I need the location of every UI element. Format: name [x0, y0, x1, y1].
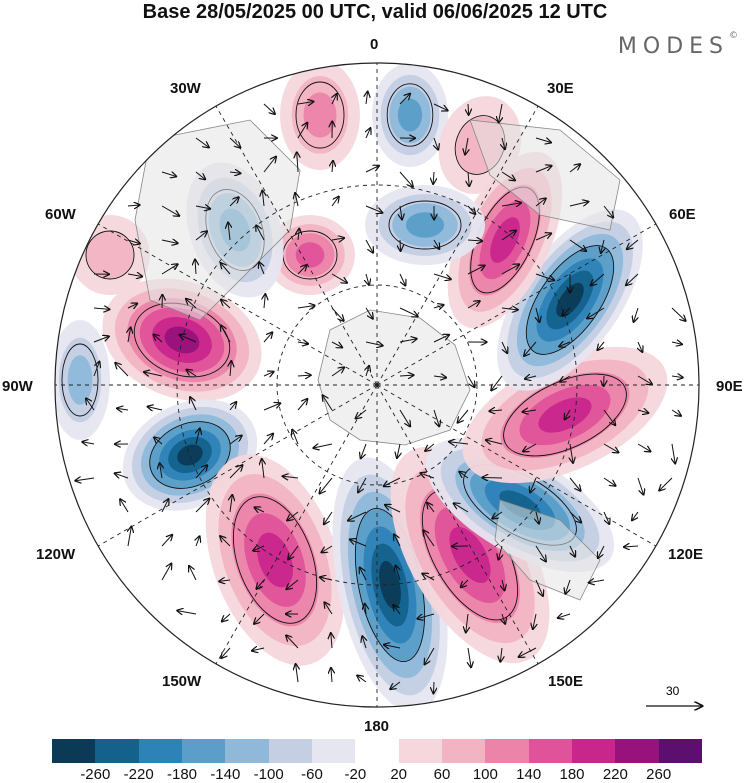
modes-logo: MODES©	[617, 31, 738, 59]
copyright-mark: ©	[729, 31, 738, 41]
lon-label-150w: 150W	[162, 673, 202, 690]
reference-vector: 30	[646, 684, 706, 714]
colorbar-tick-label: 180	[559, 766, 585, 783]
colorbar-tick-label: -60	[301, 766, 323, 783]
colorbar-swatch	[658, 739, 702, 763]
colorbar-swatch	[311, 739, 356, 763]
colorbar-tick-label: 20	[390, 766, 407, 783]
lon-label-180: 180	[364, 718, 390, 735]
colorbar-swatch	[181, 739, 226, 763]
brand-text: MODES	[617, 34, 729, 59]
colorbar-tick-label: 260	[646, 766, 672, 783]
colorbar-swatch	[138, 739, 182, 763]
colorbar-swatch	[615, 739, 659, 763]
colorbar-swatch	[528, 739, 572, 763]
lon-label-30w: 30W	[170, 80, 201, 97]
colorbar-tick-label: -20	[344, 766, 367, 783]
lon-label-60e: 60E	[669, 206, 696, 223]
colorbar-tick-label: -180	[166, 766, 198, 783]
lon-label-60w: 60W	[45, 206, 76, 223]
colorbar-swatch	[52, 739, 96, 763]
colorbar-tick-label: 100	[472, 766, 498, 783]
colorbar-swatch	[95, 739, 139, 763]
lon-label-120w: 120W	[36, 546, 76, 563]
wind-vectors	[75, 92, 685, 694]
map-title: Base 28/05/2025 00 UTC, valid 06/06/2025…	[142, 1, 608, 23]
colorbar-tick-label: 140	[516, 766, 542, 783]
lon-label-30e: 30E	[547, 80, 574, 97]
colorbar	[52, 739, 702, 763]
colorbar-tick-label: -100	[253, 766, 284, 783]
colorbar-ticks: -260 -220 -180 -140 -100 -60 -20 20 60 100 140 180 2…	[52, 766, 702, 783]
colorbar-tick-label: 60	[433, 766, 451, 783]
reference-vector-label: 30	[666, 684, 680, 698]
colorbar-swatch	[398, 739, 442, 763]
lon-label-0: 0	[370, 36, 379, 53]
colorbar-tick-label: -220	[123, 766, 154, 783]
lon-label-90e: 90E	[716, 378, 743, 395]
colorbar-tick-label: 220	[602, 766, 628, 783]
colorbar-swatch	[225, 739, 269, 763]
colorbar-tick-label: -140	[210, 766, 241, 783]
colorbar-swatch	[441, 739, 486, 763]
colorbar-swatch	[355, 739, 399, 763]
colorbar-swatch	[268, 739, 312, 763]
lon-label-120e: 120E	[668, 546, 704, 563]
colorbar-tick-label: -260	[80, 766, 111, 783]
lon-label-150e: 150E	[548, 673, 584, 690]
colorbar-swatch	[485, 739, 529, 763]
colorbar-swatch	[571, 739, 616, 763]
map-border	[54, 62, 700, 708]
lon-label-90w: 90W	[2, 378, 33, 395]
